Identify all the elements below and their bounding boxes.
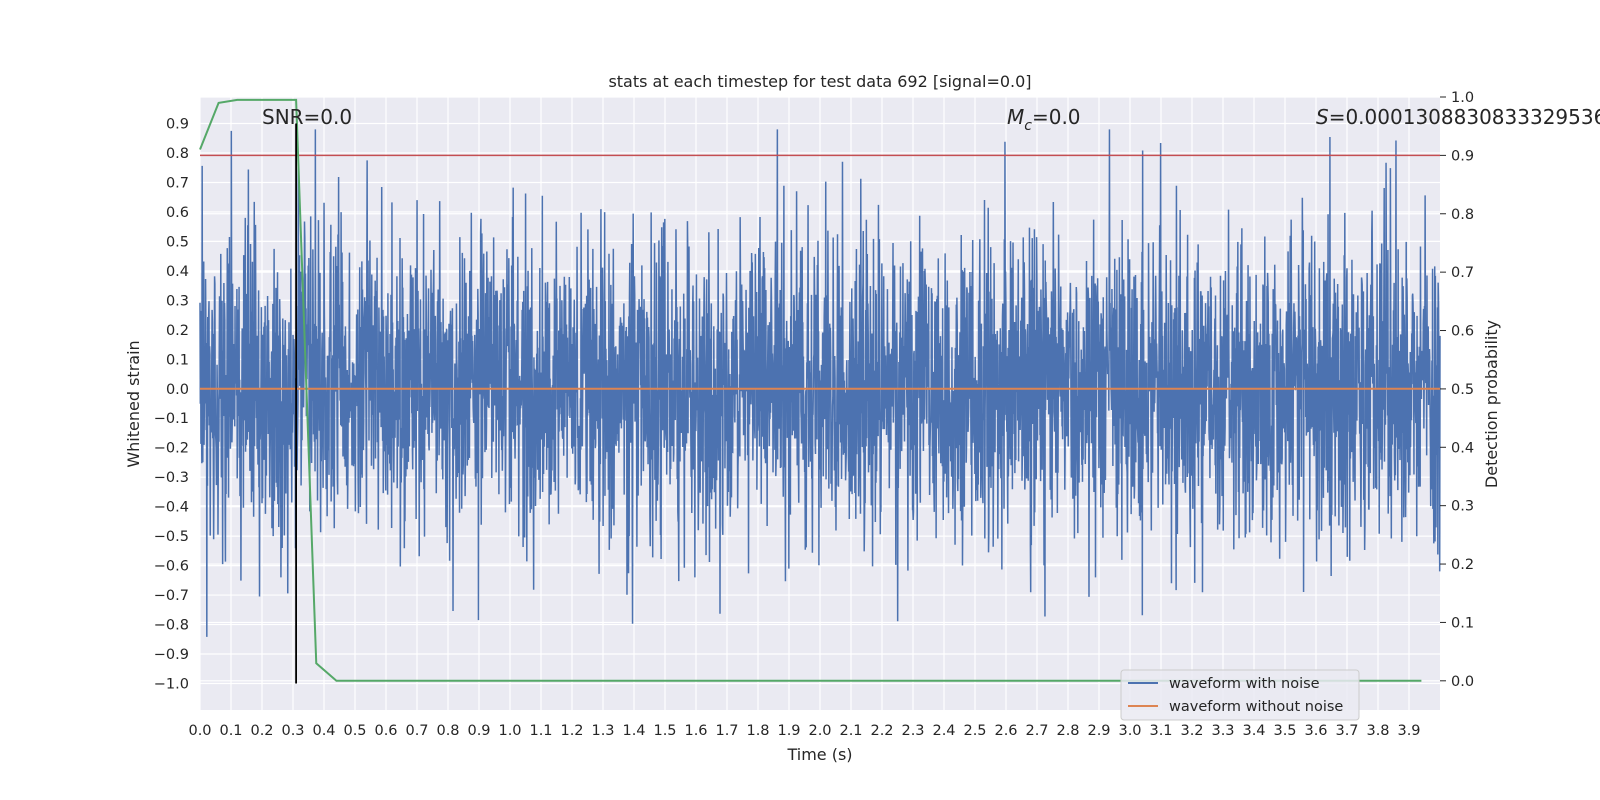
x-tick-label: 2.4 bbox=[932, 723, 955, 739]
legend: waveform with noise waveform without noi… bbox=[1120, 669, 1360, 721]
x-tick-label: 2.1 bbox=[839, 723, 862, 739]
x-tick-label: 1.7 bbox=[715, 723, 738, 739]
s-value: =0.00013088308333295364 bbox=[1329, 105, 1600, 129]
y-tick-label: −0.8 bbox=[154, 618, 189, 634]
x-tick-label: 0.3 bbox=[281, 723, 304, 739]
y-tick-label: −0.6 bbox=[154, 559, 189, 575]
y-tick-label: 0.6 bbox=[166, 205, 189, 221]
y-tick-label: −0.9 bbox=[154, 647, 189, 663]
chart-title: stats at each timestep for test data 692… bbox=[608, 72, 1031, 91]
x-tick-label: 2.3 bbox=[901, 723, 924, 739]
y-axis-label: Whitened strain bbox=[124, 340, 143, 467]
s-annotation: S=0.00013088308333295364 bbox=[1316, 105, 1600, 129]
mc-subscript: c bbox=[1024, 118, 1032, 134]
x-tick-label: 1.6 bbox=[684, 723, 707, 739]
y-tick-label: −0.5 bbox=[154, 529, 189, 545]
x-tick-label: 2.8 bbox=[1056, 723, 1079, 739]
x-tick-label: 3.5 bbox=[1273, 723, 1296, 739]
x-tick-label: 2.5 bbox=[963, 723, 986, 739]
y2-tick-label: 1.0 bbox=[1451, 90, 1474, 106]
legend-label-noise: waveform with noise bbox=[1169, 676, 1320, 692]
y-tick-label: 0.7 bbox=[166, 175, 189, 191]
x-tick-label: 1.5 bbox=[653, 723, 676, 739]
y-axis-left: 0.9 0.8 0.7 0.6 0.5 0.4 0.3 0.2 0.1 0.0 −0.1 −0.2 −0… bbox=[154, 117, 189, 693]
x-tick-label: 0.6 bbox=[374, 723, 397, 739]
y-tick-label: 0.9 bbox=[166, 117, 189, 133]
x-tick-label: 1.2 bbox=[560, 723, 583, 739]
x-tick-label: 1.8 bbox=[746, 723, 769, 739]
x-tick-label: 0.0 bbox=[188, 723, 211, 739]
y2-tick-label: 0.0 bbox=[1451, 674, 1474, 690]
x-tick-label: 0.8 bbox=[436, 723, 459, 739]
x-tick-label: 3.2 bbox=[1180, 723, 1203, 739]
y-tick-label: −0.4 bbox=[154, 500, 189, 516]
x-tick-label: 3.0 bbox=[1118, 723, 1141, 739]
x-tick-label: 3.8 bbox=[1366, 723, 1389, 739]
legend-box bbox=[1120, 669, 1360, 721]
y-tick-label: 0.0 bbox=[166, 382, 189, 398]
y2-axis-label: Detection probability bbox=[1482, 320, 1501, 488]
x-tick-label: 1.1 bbox=[529, 723, 552, 739]
x-tick-label: 0.9 bbox=[467, 723, 490, 739]
y2-tick-label: 0.9 bbox=[1451, 148, 1474, 164]
y2-tick-label: 0.3 bbox=[1451, 499, 1474, 515]
x-tick-label: 0.4 bbox=[312, 723, 335, 739]
x-tick-label: 1.3 bbox=[591, 723, 614, 739]
y-tick-label: −0.1 bbox=[154, 411, 189, 427]
y2-tick-label: 0.6 bbox=[1451, 324, 1474, 340]
series-detection-probability bbox=[199, 98, 1422, 682]
y-tick-label: 0.1 bbox=[166, 352, 189, 368]
x-axis-label: Time (s) bbox=[786, 745, 852, 764]
x-tick-label: 0.5 bbox=[343, 723, 366, 739]
y-tick-label: −1.0 bbox=[154, 676, 189, 692]
y-tick-label: 0.8 bbox=[166, 146, 189, 162]
y2-tick-label: 0.4 bbox=[1451, 440, 1474, 456]
x-tick-label: 2.2 bbox=[870, 723, 893, 739]
legend-label-clean: waveform without noise bbox=[1169, 699, 1343, 715]
y2-tick-label: 0.2 bbox=[1451, 557, 1474, 573]
series-layer bbox=[199, 98, 1441, 684]
x-tick-label: 0.2 bbox=[250, 723, 273, 739]
x-tick-label: 3.4 bbox=[1242, 723, 1265, 739]
y2-tick-label: 0.1 bbox=[1451, 615, 1474, 631]
x-tick-label: 2.6 bbox=[994, 723, 1017, 739]
x-tick-label: 2.7 bbox=[1025, 723, 1048, 739]
x-axis: 0.0 0.1 0.2 0.3 0.4 0.5 0.6 0.7 0.8 0.9 1.0 1.1 1.2 1… bbox=[188, 723, 1420, 739]
y-tick-label: 0.5 bbox=[166, 234, 189, 250]
y-tick-label: 0.2 bbox=[166, 323, 189, 339]
y2-tick-label: 0.5 bbox=[1451, 382, 1474, 398]
x-tick-label: 0.1 bbox=[219, 723, 242, 739]
x-tick-label: 3.3 bbox=[1211, 723, 1234, 739]
x-tick-label: 3.1 bbox=[1149, 723, 1172, 739]
x-tick-label: 3.6 bbox=[1304, 723, 1327, 739]
y2-tick-label: 0.7 bbox=[1451, 265, 1474, 281]
mc-annotation: Mc=0.0 bbox=[1007, 105, 1081, 134]
x-tick-label: 2.9 bbox=[1087, 723, 1110, 739]
x-tick-label: 0.7 bbox=[405, 723, 428, 739]
x-tick-label: 3.7 bbox=[1335, 723, 1358, 739]
y2-tick-label: 0.8 bbox=[1451, 207, 1474, 223]
y-tick-label: 0.4 bbox=[166, 264, 189, 280]
y-axis-right: 1.0 0.9 0.8 0.7 0.6 0.5 0.4 0.3 0.2 0.1 0.0 bbox=[1440, 90, 1474, 690]
y-tick-label: −0.3 bbox=[154, 470, 189, 486]
x-tick-label: 1.9 bbox=[777, 723, 800, 739]
mc-symbol: M bbox=[1007, 105, 1024, 129]
s-symbol: S bbox=[1316, 105, 1329, 129]
x-tick-label: 1.4 bbox=[622, 723, 645, 739]
series-waveform-with-noise bbox=[199, 129, 1441, 637]
y-tick-label: 0.3 bbox=[166, 293, 189, 309]
y-tick-label: −0.2 bbox=[154, 441, 189, 457]
y-tick-label: −0.7 bbox=[154, 588, 189, 604]
x-tick-label: 2.0 bbox=[808, 723, 831, 739]
snr-annotation: SNR=0.0 bbox=[262, 105, 352, 129]
x-tick-label: 1.0 bbox=[498, 723, 521, 739]
mc-value: =0.0 bbox=[1032, 105, 1081, 129]
x-tick-label: 3.9 bbox=[1397, 723, 1420, 739]
